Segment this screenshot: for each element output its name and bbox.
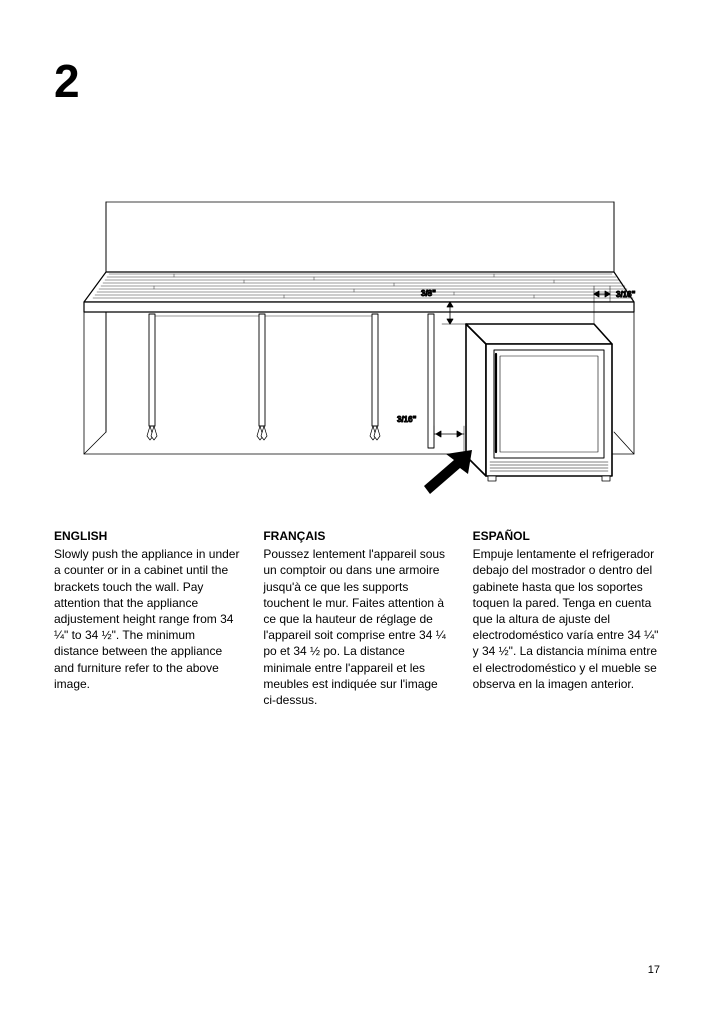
body-espanol: Empuje lentamente el refrigerador debajo… [473,546,660,692]
dim-top-gap: 3/8" [421,289,436,298]
dim-right-gap: 3/16" [616,290,636,299]
dim-side-gap: 3/16" [397,415,417,424]
column-espanol: ESPAÑOL Empuje lentamente el refrigerado… [473,528,660,708]
body-english: Slowly push the appliance in under a cou… [54,546,241,692]
heading-english: ENGLISH [54,528,241,544]
column-english: ENGLISH Slowly push the appliance in und… [54,528,241,708]
installation-diagram: 3/8" 3/16" 3/16" [54,194,660,494]
column-francais: FRANÇAIS Poussez lentement l'appareil so… [263,528,450,708]
heading-francais: FRANÇAIS [263,528,450,544]
body-francais: Poussez lentement l'appareil sous un com… [263,546,450,708]
instruction-columns: ENGLISH Slowly push the appliance in und… [54,528,660,708]
heading-espanol: ESPAÑOL [473,528,660,544]
page-number: 17 [648,964,660,976]
diagram-svg: 3/8" 3/16" 3/16" [54,194,660,494]
step-number: 2 [54,58,660,104]
push-arrow-icon [424,450,472,494]
